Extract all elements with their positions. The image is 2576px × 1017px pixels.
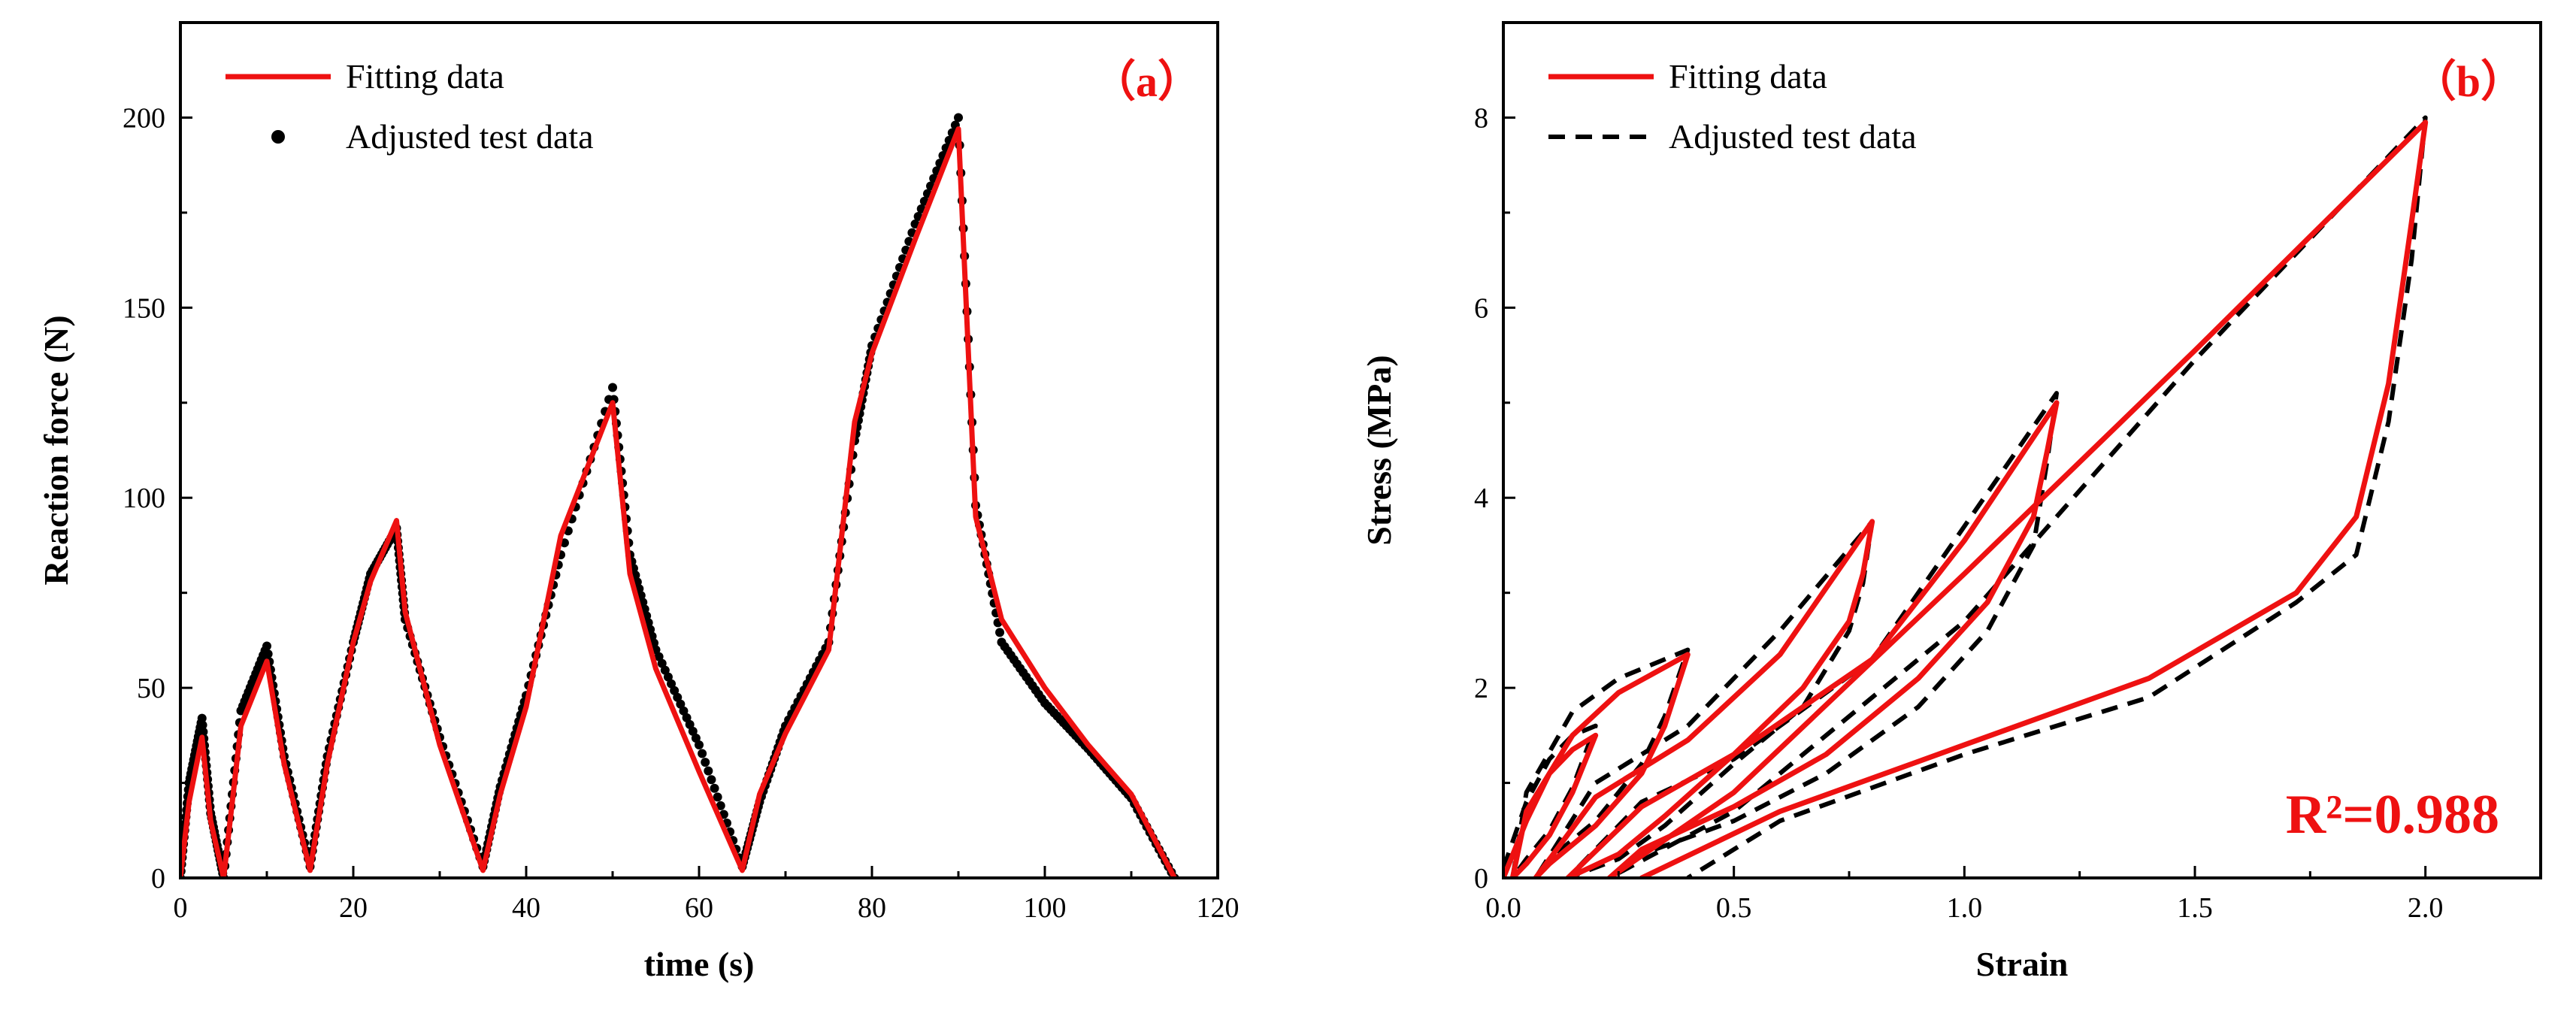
panel-a-test-point xyxy=(663,672,673,682)
panel-b-x-tick-label: 1.0 xyxy=(1947,892,1983,924)
panel-b-label: （b） xyxy=(2413,57,2524,106)
panel-a-test-point xyxy=(673,692,683,702)
panel-a-y-axis-title: Reaction force (N) xyxy=(37,315,75,585)
panel-a-test-point xyxy=(197,713,207,723)
panel-a-test-point xyxy=(716,801,725,810)
panel-a-x-axis-title: time (s) xyxy=(644,945,755,983)
panel-a-test-point xyxy=(198,727,208,737)
panel-a-test-point xyxy=(701,758,710,767)
panel-b-y-axis-title: Stress (MPa) xyxy=(1360,355,1398,545)
panel-b-x-axis-title: Strain xyxy=(1976,945,2069,983)
panel-b-y-tick-label: 8 xyxy=(1474,102,1488,134)
panel-a-ticks: 0 20 40 60 80 100 120 0 50 100 150 200 xyxy=(123,21,1240,924)
panel-a-test-point xyxy=(954,113,963,123)
panel-a-test-point xyxy=(667,679,677,689)
panel-a-test-point xyxy=(657,658,667,668)
panel-a-x-tick-label: 80 xyxy=(858,892,886,924)
panel-b-legend-fitting-label: Fitting data xyxy=(1669,57,1827,95)
panel-a-test-point xyxy=(682,713,692,722)
panel-a-y-tick-label: 100 xyxy=(123,483,165,514)
panel-b-x-tick-label: 0.5 xyxy=(1716,892,1752,924)
panel-b-y-tick-label: 2 xyxy=(1474,673,1488,704)
panel-a-test-point xyxy=(263,649,273,658)
panel-a-test-point xyxy=(698,749,707,758)
panel-b-fitting-line xyxy=(1503,120,2429,878)
panel-a-plot-frame xyxy=(179,21,1219,879)
panel-a-legend: Fitting data Adjusted test data xyxy=(226,57,594,156)
panel-a-test-point xyxy=(198,720,207,730)
panel-a-test-point xyxy=(995,628,1005,637)
panel-a-test-point xyxy=(704,766,713,776)
panel-b-y-tick-label: 0 xyxy=(1474,863,1488,894)
panel-a-x-tick-label: 120 xyxy=(1197,892,1240,924)
panel-a-legend-fitting-label: Fitting data xyxy=(346,57,504,95)
chart-panel-b: 0.0 0.5 1.0 1.5 2.0 0 2 4 6 8 Strain Stress (MPa)… xyxy=(1360,21,2542,983)
panel-a-y-tick-label: 50 xyxy=(137,673,165,704)
panel-a-test-point xyxy=(707,775,716,785)
panel-a-test-point xyxy=(685,719,695,729)
panel-a-x-tick-label: 20 xyxy=(339,892,368,924)
panel-a-test-point xyxy=(710,783,719,793)
panel-a-test-point xyxy=(670,686,680,695)
panel-a-y-tick-label: 200 xyxy=(123,102,165,134)
panel-a-test-point xyxy=(695,740,704,749)
panel-a-x-tick-label: 0 xyxy=(174,892,188,924)
panel-a-x-tick-label: 60 xyxy=(685,892,713,924)
panel-b-y-tick-label: 4 xyxy=(1474,483,1488,514)
panel-a-test-point xyxy=(676,699,686,709)
panel-a-y-tick-label: 0 xyxy=(151,863,165,894)
panel-b-x-tick-label: 1.5 xyxy=(2177,892,2213,924)
panel-b-x-tick-label: 0.0 xyxy=(1485,892,1521,924)
panel-a-label: （a） xyxy=(1092,57,1201,106)
panel-a-test-point xyxy=(688,726,698,736)
panel-a-series xyxy=(180,113,1179,878)
panel-a-y-tick-label: 150 xyxy=(123,292,165,324)
panel-a-test-point xyxy=(691,733,701,743)
panel-a-test-point xyxy=(654,652,664,661)
panel-b-y-tick-label: 6 xyxy=(1474,292,1488,324)
panel-b-test-data-line xyxy=(1503,115,2428,878)
panel-a-x-tick-label: 40 xyxy=(512,892,540,924)
panel-a-fitting-line xyxy=(180,126,1177,878)
panel-a-test-point xyxy=(262,641,271,651)
panel-b-ticks: 0.0 0.5 1.0 1.5 2.0 0 2 4 6 8 xyxy=(1474,21,2444,924)
panel-a-legend-test-symbol xyxy=(271,130,285,144)
panel-a-test-point xyxy=(608,383,617,392)
panel-a-test-point xyxy=(660,665,670,675)
panel-a-legend-test-label: Adjusted test data xyxy=(346,117,594,156)
panel-a-test-point xyxy=(679,706,689,716)
panel-b-legend: Fitting data Adjusted test data xyxy=(1548,57,1917,156)
panel-b-series xyxy=(1503,115,2429,878)
chart-panel-a: 0 20 40 60 80 100 120 0 50 100 150 200 time (s) Rea… xyxy=(37,21,1240,983)
panel-a-test-point xyxy=(713,792,722,802)
panel-b-x-tick-label: 2.0 xyxy=(2408,892,2444,924)
panel-b-plot-frame xyxy=(1502,21,2542,879)
r-squared-annotation: R²=0.988 xyxy=(2286,784,2499,846)
panel-b-legend-test-label: Adjusted test data xyxy=(1669,117,1917,156)
panel-a-x-tick-label: 100 xyxy=(1024,892,1067,924)
